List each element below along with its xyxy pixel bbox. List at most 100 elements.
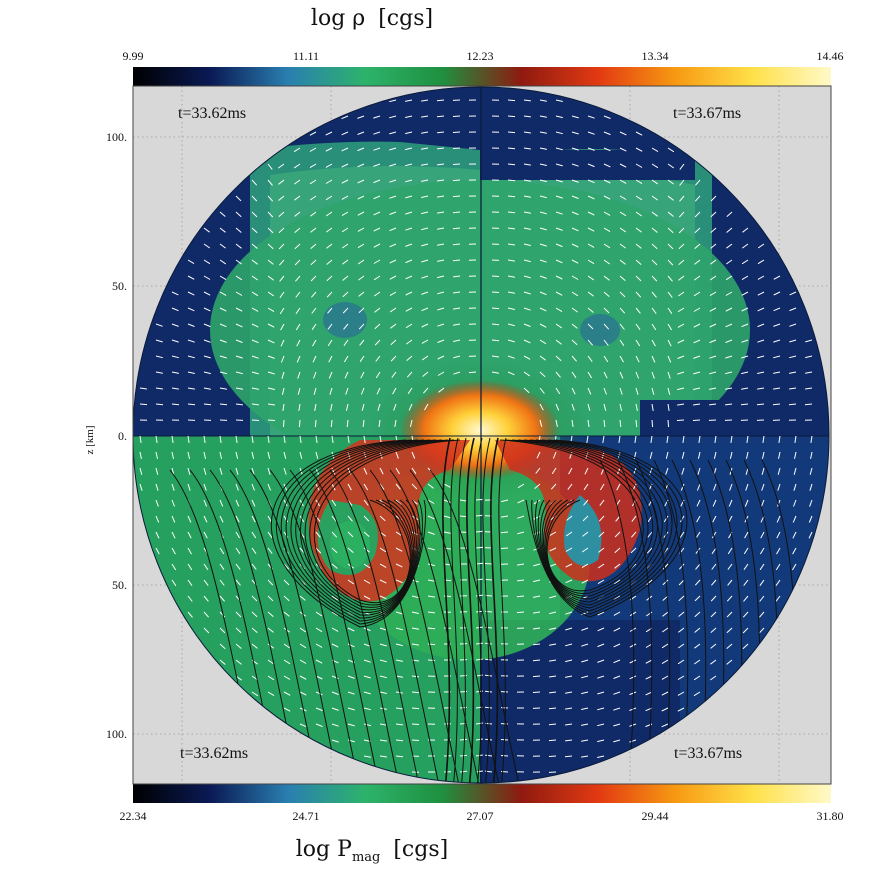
velocity-arrow [678,643,685,649]
field-line [490,437,499,783]
velocity-arrow [773,339,781,343]
velocity-arrow [357,259,365,265]
velocity-arrow [757,387,765,390]
velocity-arrow [363,755,371,758]
velocity-arrow [516,611,525,614]
velocity-arrow [139,451,142,459]
velocity-arrow [459,515,468,518]
velocity-arrow [331,723,339,727]
velocity-arrow [549,547,557,552]
velocity-arrow [437,371,445,376]
velocity-arrow [694,611,701,618]
velocity-arrow [539,323,547,328]
velocity-arrow [203,483,207,491]
velocity-arrow [363,659,371,663]
velocity-arrow [280,323,285,331]
velocity-arrow [727,563,733,570]
velocity-arrow [725,387,733,390]
velocity-arrow [280,355,285,363]
velocity-arrow [619,355,624,363]
velocity-arrow [395,611,403,615]
timestamp-bottom-right: t=33.67ms [674,745,742,762]
velocity-arrow [310,211,317,217]
field-line [309,469,401,783]
velocity-arrow [443,515,451,519]
velocity-arrow [203,243,211,249]
velocity-arrow [347,675,355,679]
velocity-arrow [555,355,562,362]
top-colorbar-tick: 9.99 [123,49,144,63]
velocity-arrow [219,355,227,359]
velocity-arrow [710,611,717,618]
velocity-arrow [523,259,531,263]
velocity-arrow [379,659,387,663]
velocity-arrow [315,723,323,727]
velocity-arrow [187,355,195,359]
velocity-arrow [421,291,429,295]
velocity-arrow [139,403,148,406]
velocity-arrow [694,643,701,649]
top-colorbar-tick: 11.11 [293,49,319,63]
velocity-arrow [219,307,227,312]
velocity-arrow [203,259,211,265]
velocity-arrow [219,611,226,618]
velocity-arrow [187,611,193,618]
velocity-arrow [587,323,594,330]
velocity-arrow [523,99,531,102]
field-line [474,437,483,783]
velocity-arrow [587,163,595,168]
velocity-arrow [267,179,273,186]
velocity-arrow [629,739,637,743]
velocity-arrow [500,771,509,773]
velocity-arrow [549,611,557,615]
velocity-arrow [635,195,643,201]
velocity-arrow [279,259,285,266]
field-line [450,437,459,783]
field-line [429,469,521,783]
velocity-arrow [571,147,579,151]
velocity-arrow [360,371,365,379]
velocity-arrow [452,147,461,149]
velocity-arrow [517,499,525,504]
velocity-arrow [523,371,531,377]
velocity-arrow [549,643,557,646]
velocity-arrow [341,131,349,136]
velocity-arrow [347,707,355,711]
velocity-arrow [375,371,381,379]
velocity-arrow [379,723,387,726]
velocity-arrow [187,451,190,459]
velocity-arrow [347,531,354,538]
top-colorbar-tick: 13.34 [642,49,669,63]
velocity-arrow [710,195,717,202]
velocity-arrow [453,275,461,278]
velocity-arrow [599,483,605,491]
panel-frame [132,85,832,785]
velocity-arrow [772,403,781,406]
velocity-arrow [219,275,227,281]
z-axis-tick: 100. [106,130,127,144]
velocity-arrow [358,291,365,297]
velocity-arrow [507,131,516,134]
velocity-arrow [603,259,610,265]
velocity-arrow [267,451,271,459]
velocity-arrow [741,259,749,265]
velocity-arrow [678,627,685,633]
timestamp-top-left: t=33.62ms [178,105,246,122]
velocity-arrow [571,259,579,264]
velocity-arrow [379,435,382,443]
velocity-arrow [676,419,685,421]
velocity-arrow [761,483,765,491]
velocity-arrow [251,563,257,570]
velocity-arrow [714,435,717,443]
velocity-arrow [678,259,685,265]
velocity-arrow [677,659,685,665]
velocity-arrow [389,131,397,135]
velocity-arrow [712,499,717,507]
velocity-arrow [760,531,765,539]
velocity-arrow [549,563,557,567]
velocity-arrow [363,467,368,475]
velocity-arrow [758,627,765,634]
velocity-arrow [421,99,429,102]
velocity-arrow [793,483,797,491]
velocity-arrow [219,371,227,375]
